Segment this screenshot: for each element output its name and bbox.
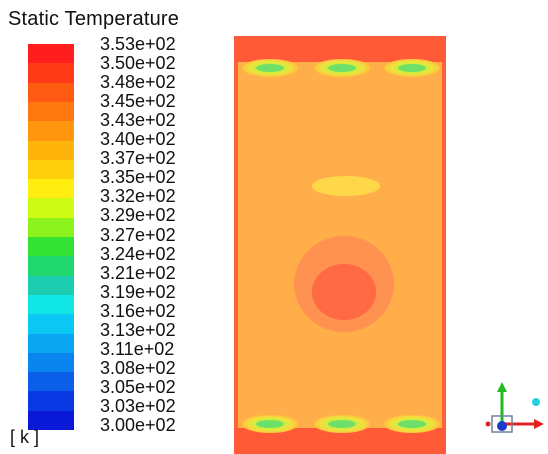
colorbar-segment [28, 294, 74, 315]
colorbar-segment [28, 140, 74, 161]
colorbar-segment [28, 275, 74, 296]
colorbar-tick-label: 3.53e+02 [100, 34, 176, 54]
colorbar [28, 44, 74, 431]
colorbar-segment [28, 237, 74, 257]
hot-region-core [312, 264, 376, 320]
colorbar-tick-label: 3.45e+02 [100, 91, 176, 112]
colorbar-tick-label: 3.27e+02 [100, 224, 176, 245]
colorbar-tick-label: 3.29e+02 [100, 205, 176, 226]
colorbar-tick-label: 3.43e+02 [100, 110, 176, 131]
colorbar-tick-label: 3.24e+02 [100, 243, 176, 264]
colorbar-segment [28, 256, 74, 277]
colorbar-tick-label: 3.05e+02 [100, 376, 176, 397]
colorbar-tick-label: 3.21e+02 [100, 262, 176, 283]
colorbar-segment [28, 198, 74, 219]
colorbar-tick-label: 3.11e+02 [100, 338, 175, 359]
colorbar-tick-label: 3.19e+02 [100, 281, 176, 302]
colorbar-segment [28, 101, 74, 122]
colorbar-segment [28, 159, 74, 180]
colorbar-tick-label: 3.03e+02 [100, 395, 176, 416]
colorbar-tick-label: 3.35e+02 [100, 167, 176, 188]
colorbar-segment [28, 314, 74, 334]
unit-label: [ k ] [10, 427, 40, 447]
bottom-vents [242, 415, 440, 433]
colorbar-segment [28, 372, 74, 392]
legend-title: Static Temperature [8, 8, 180, 30]
colorbar-tick-label: 3.37e+02 [100, 148, 176, 169]
temperature-contour-plot [234, 36, 446, 454]
colorbar-segment [28, 63, 74, 84]
axes-triad-icon [485, 382, 544, 433]
top-vents [242, 59, 440, 77]
upper-cool-spot [312, 176, 380, 196]
colorbar-segment [28, 391, 74, 412]
colorbar-segment [28, 410, 74, 431]
colorbar-segment [28, 179, 74, 199]
colorbar-tick-label: 3.08e+02 [100, 357, 176, 378]
top-band [234, 36, 446, 62]
colorbar-tick-label: 3.13e+02 [100, 319, 176, 340]
colorbar-segment [28, 333, 74, 354]
colorbar-tick-label: 3.32e+02 [100, 186, 176, 207]
colorbar-tick-label: 3.00e+02 [100, 415, 176, 435]
colorbar-segment [28, 121, 74, 141]
colorbar-segment [28, 352, 74, 373]
colorbar-segment [28, 44, 74, 64]
colorbar-tick-label: 3.50e+02 [100, 53, 176, 74]
colorbar-tick-label: 3.48e+02 [100, 72, 176, 93]
colorbar-tick-label: 3.16e+02 [100, 300, 176, 321]
colorbar-segment [28, 217, 74, 238]
colorbar-tick-label: 3.40e+02 [100, 129, 176, 150]
colorbar-segment [28, 82, 74, 103]
